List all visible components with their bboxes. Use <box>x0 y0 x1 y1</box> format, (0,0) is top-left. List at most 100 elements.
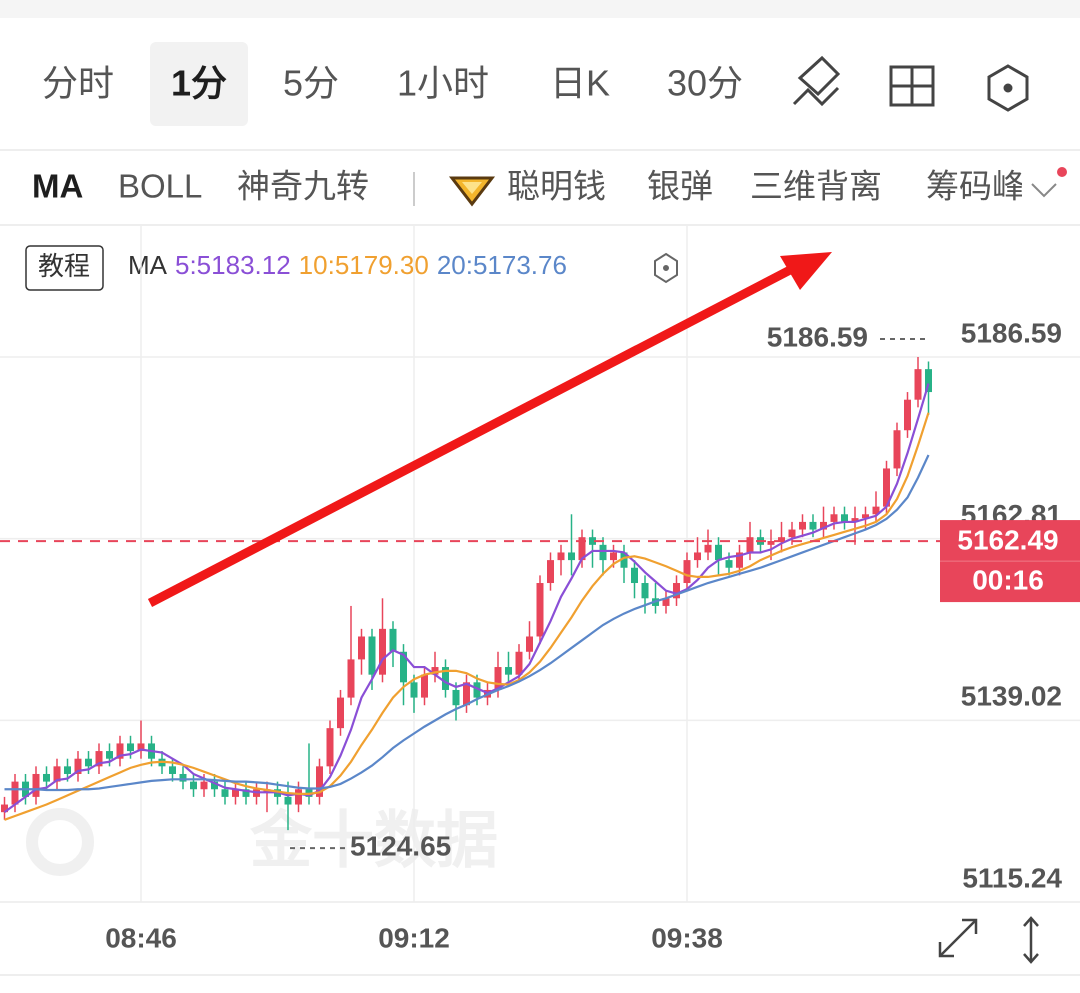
candle-body <box>599 544 607 561</box>
indicator[interactable]: 聪明钱 <box>507 168 606 205</box>
ma-legend: MA 5:5183.12 10:5179.30 20:5173.76 <box>128 250 567 280</box>
candle-body <box>326 728 334 767</box>
candle-body <box>809 521 817 530</box>
indicator[interactable]: 三维背离 <box>750 168 882 205</box>
candle-body <box>95 751 103 767</box>
candle-body <box>851 518 859 522</box>
candle-body <box>788 529 796 538</box>
candle-body <box>368 636 376 675</box>
tab[interactable]: 1小时 <box>397 63 489 104</box>
candle-body <box>673 583 680 599</box>
settings-icon[interactable] <box>987 64 1029 112</box>
candle-body <box>116 743 124 759</box>
trend-arrow <box>147 252 832 607</box>
ma-line <box>4 412 930 821</box>
indicator[interactable]: 银弹 <box>647 168 713 205</box>
candle-body <box>925 369 932 393</box>
candle-body <box>578 537 586 561</box>
tab[interactable]: 5分 <box>283 63 339 104</box>
high-label: 5186.59 <box>767 321 868 352</box>
candle-body <box>505 667 512 675</box>
candle-body <box>547 560 554 584</box>
candle-body <box>725 560 733 568</box>
candle-body <box>872 506 880 515</box>
candle-body <box>337 697 344 729</box>
x-tick-label: 09:12 <box>378 922 450 953</box>
candle-body <box>862 514 869 519</box>
candle-body <box>841 514 848 522</box>
x-tick-label: 08:46 <box>105 922 177 953</box>
candle-body <box>631 567 638 584</box>
candle-body <box>610 552 617 561</box>
candle-body <box>463 682 470 706</box>
ma-line <box>4 454 930 792</box>
candle-body <box>515 651 523 675</box>
candle-body <box>347 659 355 698</box>
indicator[interactable]: MA <box>32 168 83 205</box>
candle-body <box>137 743 145 752</box>
candle-body <box>106 751 113 759</box>
candle-body <box>379 628 386 675</box>
candle-body <box>43 773 50 782</box>
candle-body <box>820 521 827 530</box>
candle-body <box>526 636 533 652</box>
indicator[interactable]: 神奇九转 <box>237 168 369 205</box>
tab[interactable]: 30分 <box>667 63 743 104</box>
tab[interactable]: 分时 <box>42 63 114 104</box>
candle-body <box>830 514 838 522</box>
y-tick-label: 5115.24 <box>962 862 1062 893</box>
low-label: 5124.65 <box>350 831 451 862</box>
tab-active[interactable]: 1分 <box>171 63 227 104</box>
layout-icon[interactable] <box>889 65 935 107</box>
legend-entry: 20:5173.76 <box>437 250 567 280</box>
fullscreen-icon[interactable] <box>938 918 978 958</box>
candle-body <box>64 766 71 774</box>
indicator[interactable]: BOLL <box>118 168 202 205</box>
notice-dot <box>1057 167 1067 177</box>
candle-body <box>431 667 439 675</box>
legend-settings-icon[interactable] <box>654 252 678 284</box>
candle-body <box>127 743 134 752</box>
candle-body <box>767 541 775 545</box>
vertical-scale-icon[interactable] <box>1023 916 1039 964</box>
candle-body <box>200 781 208 790</box>
legend-entry: 5:5183.12 <box>175 250 291 280</box>
candle-body <box>410 682 418 698</box>
candle-body <box>746 537 754 553</box>
expand-icon[interactable] <box>1031 183 1057 198</box>
tutorial-box[interactable] <box>25 245 104 291</box>
candle-body <box>316 766 323 797</box>
tab[interactable]: 日K <box>550 63 610 104</box>
legend-entry: 10:5179.30 <box>299 250 429 280</box>
candle-body <box>53 766 61 782</box>
indicator[interactable]: 筹码峰 <box>926 168 1025 205</box>
candle-body <box>442 667 449 690</box>
candle-body <box>211 781 218 790</box>
y-tick-label: 5186.59 <box>961 317 1062 348</box>
candle-body <box>683 560 691 584</box>
candle-body <box>799 521 806 530</box>
candle-body <box>662 598 670 606</box>
draw-icon[interactable] <box>792 55 841 107</box>
candle-body <box>242 789 250 797</box>
candle-body <box>694 552 701 561</box>
candle-body <box>421 674 428 698</box>
watermark-logo <box>26 808 94 876</box>
candle-body <box>715 544 722 561</box>
candle-body <box>893 430 901 469</box>
diamond-icon <box>448 176 496 207</box>
legend-indicator: MA <box>128 250 168 280</box>
candle-body <box>32 773 40 797</box>
status-strip <box>0 0 1080 18</box>
tutorial[interactable]: 教程 <box>38 251 90 281</box>
candle-body <box>11 781 19 805</box>
candle-body <box>641 583 649 599</box>
candle-body <box>284 796 292 805</box>
candle-body <box>295 789 302 805</box>
candle-body <box>736 552 743 568</box>
candle-body <box>263 789 271 794</box>
candle-body <box>557 552 565 561</box>
candle-body <box>494 667 502 690</box>
candle-body <box>904 399 911 431</box>
candle-body <box>1 804 8 813</box>
